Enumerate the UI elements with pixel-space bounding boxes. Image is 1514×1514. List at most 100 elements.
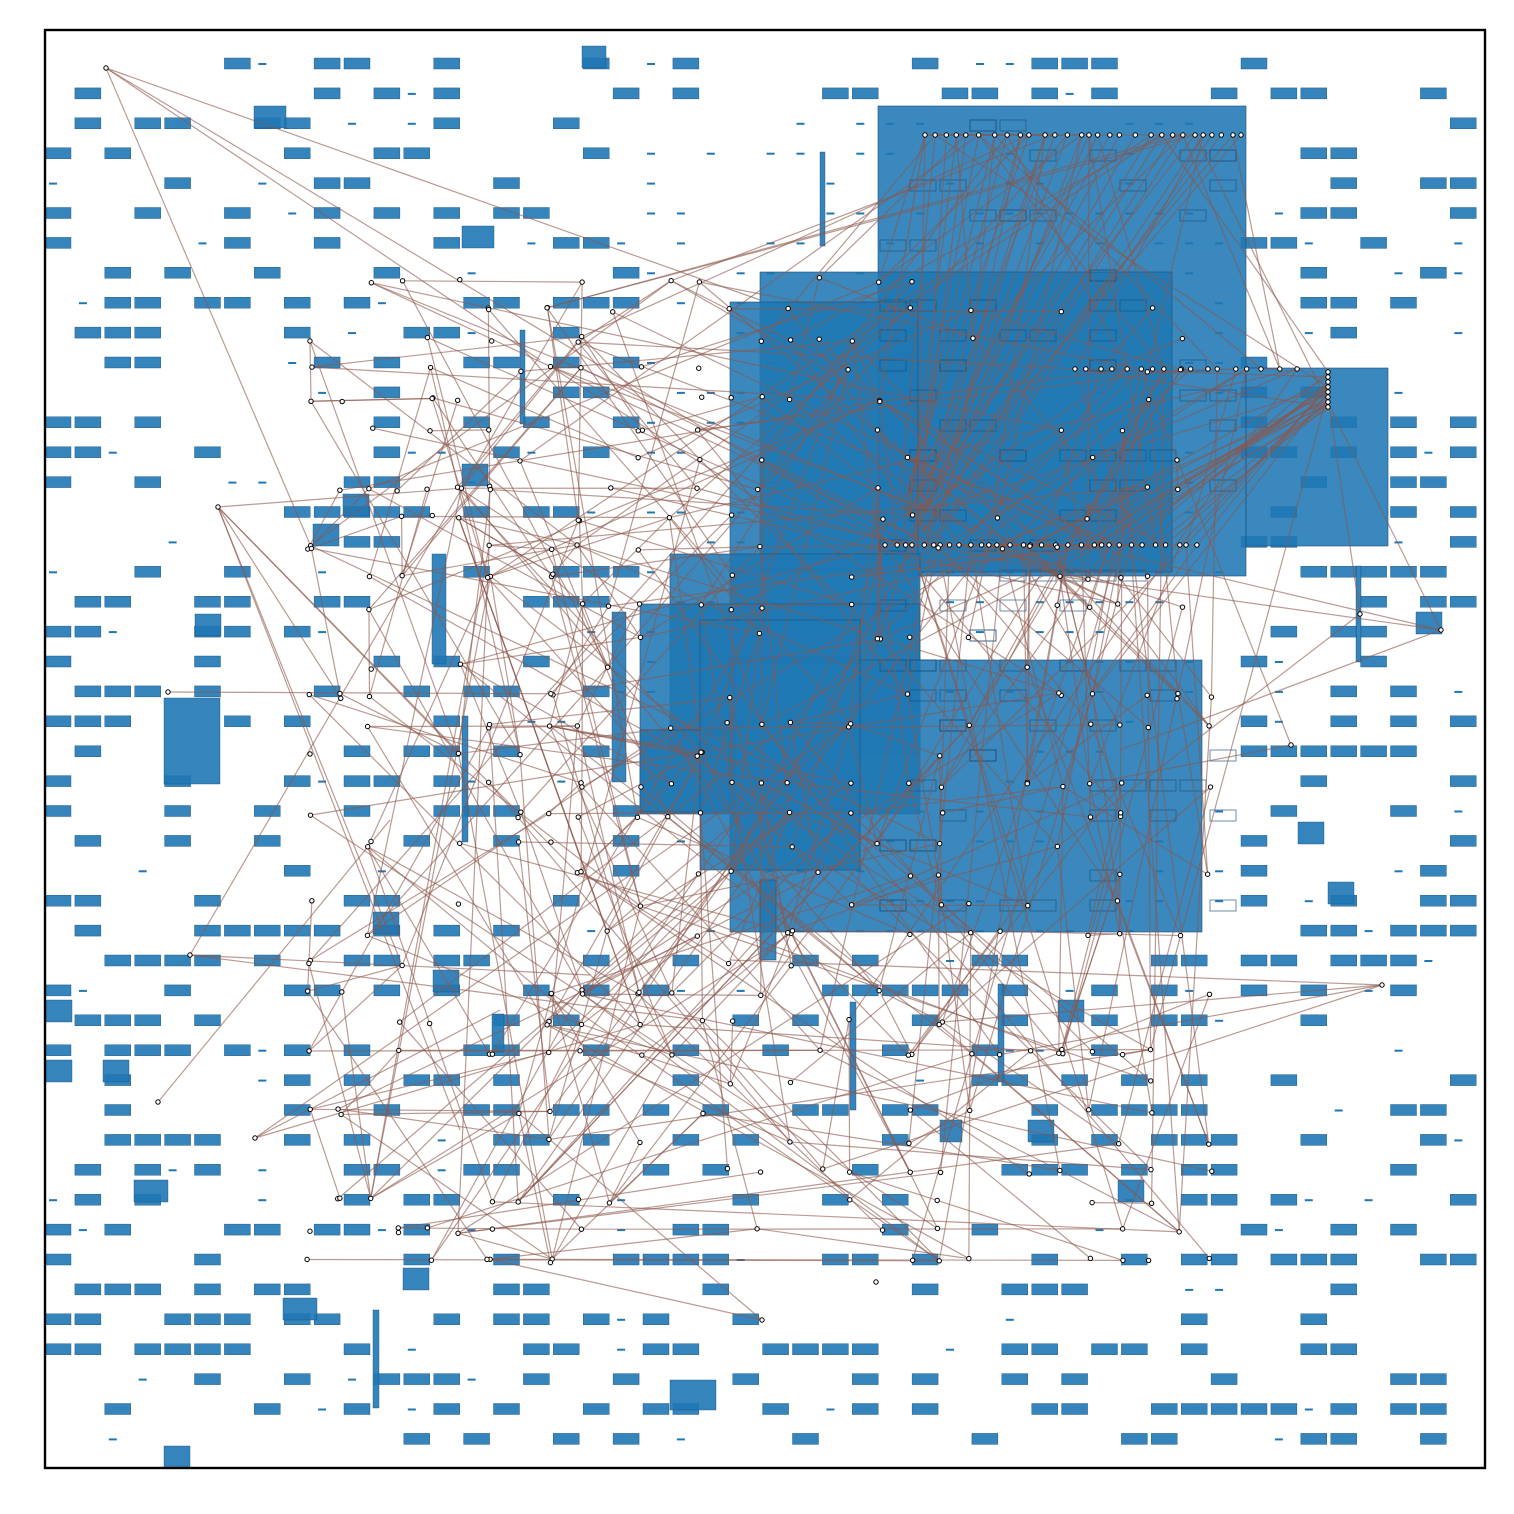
net-line [906, 134, 1111, 498]
pin [637, 1021, 643, 1028]
standard-cell [74, 326, 102, 339]
net-line [311, 397, 433, 402]
pin [992, 132, 998, 138]
standard-cell [1420, 566, 1447, 578]
pin [696, 365, 702, 371]
standard-cell [44, 1313, 72, 1326]
net-line [958, 368, 1142, 546]
pin [1149, 1110, 1155, 1116]
pin [1085, 932, 1091, 939]
standard-cell [1330, 147, 1357, 159]
standard-cell [463, 1164, 490, 1176]
pin [1020, 542, 1027, 548]
standard-cell [433, 326, 460, 339]
standard-cell [1180, 1014, 1208, 1026]
standard-cell [1210, 87, 1238, 100]
pin [909, 1257, 916, 1263]
standard-cell [74, 1164, 102, 1176]
standard-cell [313, 1313, 341, 1326]
net-line [1165, 400, 1329, 546]
pin [1098, 366, 1104, 372]
standard-cell [1450, 895, 1477, 907]
net-line [549, 725, 973, 1055]
standard-cell [288, 212, 297, 215]
standard-cell [461, 225, 495, 249]
pin [953, 132, 959, 138]
pin [874, 636, 881, 642]
pin [1209, 132, 1215, 138]
net-line [879, 400, 898, 546]
standard-cell [647, 152, 655, 155]
pin [894, 542, 900, 548]
standard-cell [732, 1373, 759, 1385]
net-line [1089, 744, 1292, 785]
pin [489, 1051, 496, 1057]
pin [1098, 542, 1105, 548]
pin [577, 1048, 583, 1054]
net-line [341, 1110, 551, 1116]
net-line [640, 843, 940, 907]
net-line [1022, 544, 1029, 783]
net-line [546, 307, 639, 818]
standard-cell [134, 685, 161, 698]
standard-cell [1300, 1014, 1328, 1026]
standard-cell [1300, 207, 1328, 219]
pin [547, 363, 554, 370]
pin [789, 844, 795, 850]
net-line [731, 781, 972, 934]
standard-cell [1274, 1438, 1283, 1441]
net-line [1041, 403, 1329, 546]
standard-cell [1300, 775, 1328, 787]
net-line [367, 846, 490, 1055]
net-line [850, 723, 940, 757]
pin [1325, 379, 1331, 385]
standard-cell [1450, 924, 1477, 937]
net-line [902, 134, 996, 512]
net-line [1121, 430, 1180, 1232]
net-line [850, 785, 1063, 814]
pin [931, 542, 937, 548]
net-line [726, 722, 1152, 1082]
standard-cell [1270, 745, 1298, 757]
net-line [550, 366, 1060, 694]
standard-cell [975, 63, 984, 65]
net-line [1097, 134, 1165, 370]
net-line [908, 783, 942, 906]
net-line [1091, 544, 1133, 694]
standard-cell [44, 147, 72, 159]
net-line [577, 280, 672, 343]
standard-cell [258, 1169, 267, 1172]
standard-cell [102, 1059, 130, 1083]
pin [754, 1226, 760, 1232]
net-line [759, 460, 763, 547]
standard-cell [284, 1074, 311, 1086]
standard-cell [1270, 954, 1298, 967]
standard-cell [642, 1403, 670, 1415]
pin [368, 280, 375, 286]
standard-cell [343, 1403, 371, 1415]
pin [997, 928, 1003, 934]
standard-cell [44, 1223, 72, 1236]
standard-cell-outline [1089, 329, 1117, 342]
net-line [457, 336, 583, 488]
pin [578, 365, 584, 371]
pin [1244, 366, 1250, 372]
pin [579, 784, 585, 790]
pin [1325, 394, 1331, 400]
pin [665, 814, 671, 820]
standard-cell [523, 207, 550, 219]
standard-cell [852, 1343, 879, 1355]
standard-cell [224, 1044, 251, 1056]
pin [786, 396, 793, 403]
net-line [308, 965, 403, 1052]
standard-cell [1360, 596, 1387, 608]
standard-cell [1061, 1074, 1088, 1086]
standard-cell [377, 302, 386, 305]
net-line [157, 819, 391, 1103]
standard-cell [676, 212, 685, 215]
net-line [919, 134, 947, 529]
net-line [789, 722, 819, 873]
standard-cell [318, 571, 327, 574]
standard-cell [519, 329, 526, 425]
net-line [939, 544, 951, 844]
